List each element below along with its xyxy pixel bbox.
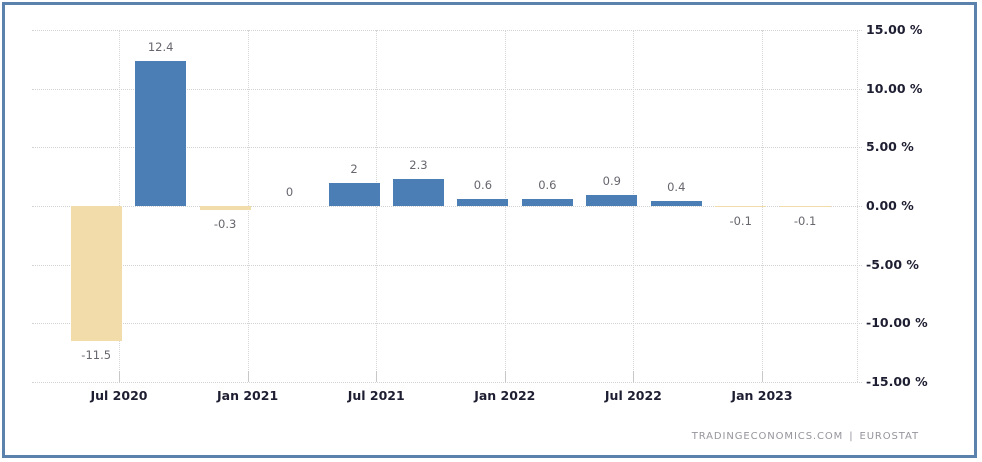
bar[interactable] [328,182,380,206]
watermark-separator: | [849,431,854,442]
x-axis-label: Jul 2021 [347,388,405,403]
horizontal-gridline [32,264,862,266]
y-axis-label: -10.00 % [866,315,928,331]
bar-value-label: 0.6 [538,177,557,192]
bar-value-label: 2.3 [409,158,428,172]
bar-value-label: 12.4 [147,39,174,54]
horizontal-gridline [32,88,862,90]
y-axis-label: 0.00 % [866,198,914,213]
x-axis-label: Jan 2021 [217,388,279,403]
bar-value-label: -0.1 [793,214,817,229]
bar[interactable] [70,206,122,341]
x-axis-tick [762,371,763,382]
horizontal-gridline [32,206,862,207]
horizontal-gridline [32,30,862,31]
y-axis-label: -15.00 % [866,374,928,389]
bar[interactable] [135,60,187,206]
x-axis-label: Jul 2020 [90,388,148,403]
bar[interactable] [650,201,702,206]
y-axis-label: 10.00 % [866,80,923,96]
y-axis-label: -5.00 % [866,256,919,272]
vertical-gridline [633,30,635,382]
watermark-provider: EUROSTAT [859,431,919,442]
watermark: TRADINGECONOMICS.COM | EUROSTAT [692,431,919,442]
horizontal-gridline [32,382,862,383]
bar[interactable] [586,195,638,206]
horizontal-gridline [32,147,862,149]
x-axis-label: Jul 2022 [604,388,662,403]
bar[interactable] [779,206,831,208]
x-axis-label: Jan 2023 [731,388,793,403]
bar-value-label: -0.3 [213,216,237,231]
x-axis-tick [504,371,506,382]
vertical-gridline [376,30,378,382]
vertical-gridline [857,30,858,382]
vertical-gridline [504,30,506,382]
y-axis-label: 15.00 % [866,22,923,37]
bar-value-label: 0 [285,185,294,199]
y-axis-label: 5.00 % [866,139,914,155]
x-axis-tick [376,371,378,382]
watermark-source: TRADINGECONOMICS.COM [691,431,844,442]
horizontal-gridline [32,323,862,325]
bar-value-label: 0.9 [602,174,621,189]
bar-value-label: 2 [350,161,358,176]
bar[interactable] [199,206,251,210]
bar[interactable] [715,206,767,208]
bar-value-label: 0.4 [667,180,686,195]
bar[interactable] [457,198,509,206]
bar[interactable] [521,198,573,206]
bar-value-label: 0.6 [473,177,493,192]
x-axis-label: Jan 2022 [474,388,536,403]
x-axis-tick [633,371,635,382]
bar-value-label: -11.5 [81,347,112,362]
bar[interactable] [392,179,444,206]
x-axis-tick [119,371,120,382]
bar-value-label: -0.1 [729,214,752,229]
x-axis-tick [247,371,249,382]
